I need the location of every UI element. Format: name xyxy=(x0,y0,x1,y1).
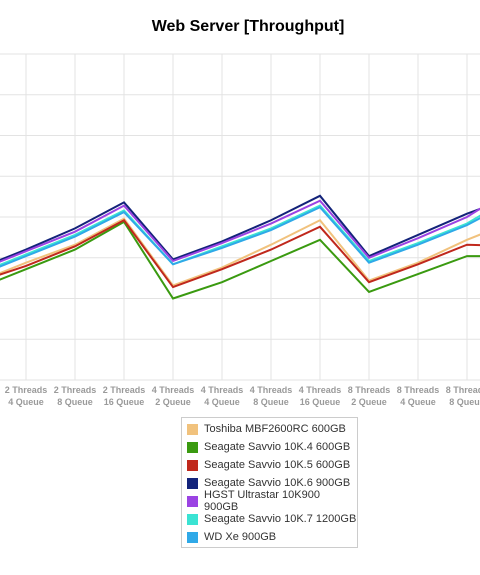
legend-item: Seagate Savvio 10K.4 600GB xyxy=(182,438,357,456)
x-tick-label: 4 Threads 4 Queue xyxy=(201,385,244,407)
chart-title: Web Server [Throughput] xyxy=(151,18,345,35)
legend-swatch xyxy=(187,459,198,471)
legend-item: Seagate Savvio 10K.6 900GB xyxy=(182,474,357,492)
legend-label: Seagate Savvio 10K.6 900GB xyxy=(204,477,351,489)
legend-label: HGST Ultrastar 10K900 900GB xyxy=(204,489,320,513)
x-tick-label: 4 Threads 16 Queue xyxy=(299,385,342,407)
legend-swatch xyxy=(187,513,198,525)
legend-swatch xyxy=(187,441,198,453)
legend-item: WD Xe 900GB xyxy=(182,528,357,546)
legend-item: HGST Ultrastar 10K900 900GB xyxy=(182,489,357,513)
legend-item: Toshiba MBF2600RC 600GB xyxy=(182,420,357,438)
legend-swatch xyxy=(187,531,198,543)
series-line-seagate-savvio-10k-5-600gb xyxy=(0,218,480,289)
legend-swatch xyxy=(187,495,198,507)
x-tick-label: 2 Threads 16 Queue xyxy=(103,385,146,407)
series-line-toshiba-mbf2600rc-600gb xyxy=(0,217,480,287)
legend-label: WD Xe 900GB xyxy=(204,531,277,543)
series-line-seagate-savvio-10k-7-1200gb xyxy=(0,204,480,266)
series-line-seagate-savvio-10k-6-900gb xyxy=(0,194,480,262)
legend-item: Seagate Savvio 10K.7 1200GB xyxy=(182,510,357,528)
legend-label: Seagate Savvio 10K.7 1200GB xyxy=(204,513,357,525)
x-tick-label: 8 Threads 4 Queue xyxy=(397,385,440,407)
series-line-hgst-ultrastar-10k900-900gb xyxy=(0,199,480,263)
x-tick-label: 2 Threads 8 Queue xyxy=(54,385,97,407)
legend-swatch xyxy=(187,423,198,435)
legend-swatch xyxy=(187,477,198,489)
x-tick-label: 2 Threads 4 Queue xyxy=(5,385,48,407)
legend-label: Seagate Savvio 10K.4 600GB xyxy=(204,441,351,453)
legend-label: Seagate Savvio 10K.5 600GB xyxy=(204,459,351,471)
chart-legend: Toshiba MBF2600RC 600GB Seagate Savvio 10… xyxy=(181,417,358,548)
x-tick-label: 8 Threads 2 Queue xyxy=(348,385,391,407)
x-tick-label: 4 Threads 2 Queue xyxy=(152,385,195,407)
series-line-wd-xe-900gb xyxy=(0,205,480,268)
series-line-seagate-savvio-10k-4-600gb xyxy=(0,220,480,300)
legend-item: Seagate Savvio 10K.5 600GB xyxy=(182,456,357,474)
legend-label: Toshiba MBF2600RC 600GB xyxy=(204,423,346,435)
x-tick-label: 4 Threads 8 Queue xyxy=(250,385,293,407)
